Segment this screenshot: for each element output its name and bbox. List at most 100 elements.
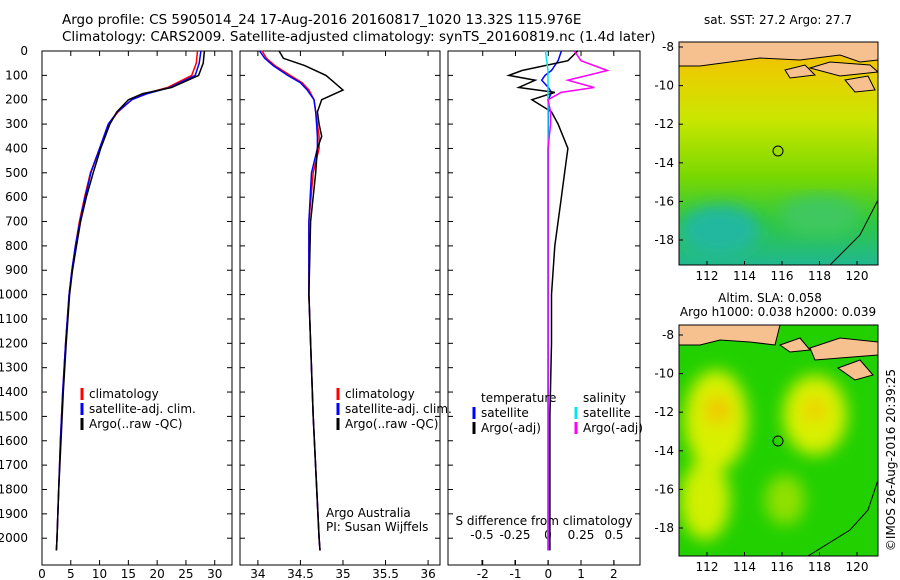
depth-tick-label: 1600	[0, 434, 28, 448]
sla-map-subtitle: Argo h1000: 0.038 h2000: 0.039	[680, 305, 876, 319]
plot-frame	[447, 50, 641, 566]
map-y-tick-label: -8	[662, 40, 674, 54]
x-tick-label: 30	[207, 567, 222, 580]
sst-map-title: sat. SST: 27.2 Argo: 27.7	[704, 13, 852, 27]
depth-tick-label: 1400	[0, 385, 28, 399]
map-y-tick-label: -14	[654, 156, 674, 170]
depth-tick-label: 800	[5, 239, 28, 253]
depth-tick-label: 1300	[0, 361, 28, 375]
map-y-tick-label: -12	[654, 405, 674, 419]
legend-label: Argo(-adj)	[481, 421, 541, 435]
s-tick-label: 0.25	[568, 528, 595, 542]
x-tick-label: 10	[92, 567, 107, 580]
x-tick-label: 34	[250, 567, 265, 580]
x-tick-label: 25	[178, 567, 193, 580]
series-line-t-argo-adj-	[506, 50, 579, 551]
s-tick-label: -0.25	[499, 528, 530, 542]
depth-tick-label: 2000	[0, 531, 28, 545]
profile-panel-3: -2-1012T difference from climatology-0.5…	[447, 50, 643, 580]
legend-label: satellite	[583, 406, 631, 420]
plot-frame	[239, 50, 441, 566]
sla-map: Altim. SLA: 0.058 Argo h1000: 0.038 h200…	[678, 291, 879, 557]
series-line-argo-raw-qc-	[55, 50, 206, 551]
x-tick-label: -1	[510, 567, 522, 580]
legend-label: climatology	[89, 387, 159, 401]
profile-panel-2: 3434.53535.536salinityclimatologysatelli…	[239, 50, 452, 580]
legend-label: climatology	[345, 387, 415, 401]
legend-label: satellite	[481, 406, 529, 420]
figure-title-line2: Climatology: CARS2009. Satellite-adjuste…	[62, 29, 656, 45]
series-line-satellite-adj-clim-	[55, 50, 202, 551]
map-y-tick-label: -18	[654, 521, 674, 535]
coastline	[807, 479, 878, 556]
x-tick-label: 15	[121, 567, 136, 580]
x-tick-label: 35	[335, 567, 350, 580]
s-tick-label: 0.5	[604, 528, 623, 542]
figure-title-line1: Argo profile: CS 5905014_24 17-Aug-2016 …	[62, 12, 582, 28]
x-tick-label: 34.5	[287, 567, 314, 580]
depth-tick-label: 900	[5, 263, 28, 277]
series-line-s-argo-adj-	[547, 50, 610, 551]
map-y-tick-label: -16	[654, 194, 674, 208]
annotation-text: Argo Australia	[326, 506, 411, 520]
x-tick-label: 20	[150, 567, 165, 580]
x-tick-label: -2	[477, 567, 489, 580]
series-line-climatology	[55, 50, 199, 551]
map-x-tick-label: 114	[733, 560, 756, 574]
map-y-tick-label: -18	[654, 233, 674, 247]
legend-label: Argo(..raw -QC)	[345, 417, 438, 431]
depth-tick-label: 700	[5, 215, 28, 229]
legend-label: Argo(..raw -QC)	[89, 417, 182, 431]
map-x-tick-label: 116	[771, 560, 794, 574]
argo-location-marker	[772, 145, 784, 157]
map-y-tick-label: -10	[654, 79, 674, 93]
sla-map-frame	[678, 324, 879, 557]
depth-tick-label: 500	[5, 166, 28, 180]
depth-tick-label: 200	[5, 93, 28, 107]
x-tick-label: 1	[577, 567, 585, 580]
depth-tick-label: 0	[20, 44, 28, 58]
depth-tick-label: 400	[5, 141, 28, 155]
sst-map: sat. SST: 27.2 Argo: 27.7	[678, 13, 879, 266]
land	[679, 325, 878, 381]
annotation-text: PI: Susan Wijffels	[326, 520, 428, 534]
x-tick-label: 36	[420, 567, 435, 580]
argo-location-marker	[772, 435, 784, 447]
map-y-tick-label: -12	[654, 117, 674, 131]
sla-map-title: Altim. SLA: 0.058	[718, 291, 822, 305]
map-y-tick-label: -8	[662, 328, 674, 342]
x-tick-label: 0	[38, 567, 46, 580]
depth-tick-label: 1100	[0, 312, 28, 326]
depth-tick-label: 100	[5, 68, 28, 82]
coastline	[829, 199, 878, 265]
copyright-timestamp: ©IMOS 26-Aug-2016 20:39:25	[884, 369, 898, 551]
map-x-tick-label: 114	[733, 269, 756, 283]
series-line-climatology	[261, 50, 321, 551]
series-line-argo-raw-qc-	[278, 50, 345, 551]
legend-label: temperature	[481, 391, 556, 405]
map-x-tick-label: 112	[696, 560, 719, 574]
legend-label: satellite-adj. clim.	[89, 402, 196, 416]
depth-tick-label: 1500	[0, 409, 28, 423]
s-axis-label: S difference from climatology	[456, 514, 633, 528]
legend-label: salinity	[583, 391, 626, 405]
depth-tick-label: 1000	[0, 288, 28, 302]
map-x-tick-label: 120	[846, 269, 869, 283]
depth-tick-label: 1900	[0, 507, 28, 521]
depth-tick-label: 300	[5, 117, 28, 131]
plot-frame	[41, 50, 233, 566]
depth-tick-label: 1800	[0, 482, 28, 496]
map-x-tick-label: 112	[696, 269, 719, 283]
series-line-satellite-adj-clim-	[258, 50, 321, 551]
map-y-tick-label: -10	[654, 367, 674, 381]
x-tick-label: 0	[544, 567, 552, 580]
profile-panel-1: 051015202530temperature (deg C)climatolo…	[38, 50, 233, 580]
depth-tick-label: 600	[5, 190, 28, 204]
depth-tick-label: 1700	[0, 458, 28, 472]
map-x-tick-label: 118	[808, 560, 831, 574]
x-tick-label: 5	[67, 567, 75, 580]
x-tick-label: 2	[610, 567, 618, 580]
x-tick-label: 35.5	[372, 567, 399, 580]
